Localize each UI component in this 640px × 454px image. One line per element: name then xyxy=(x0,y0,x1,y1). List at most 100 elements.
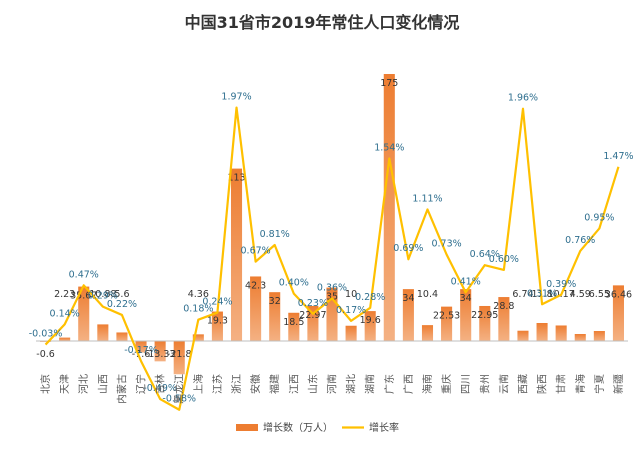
bar-data-label: 4.36 xyxy=(188,289,209,300)
bar xyxy=(364,311,376,341)
rate-data-label: 0.41% xyxy=(451,276,481,287)
bar-data-label: 18.5 xyxy=(283,317,304,328)
rate-data-label: 0.14% xyxy=(50,308,80,319)
rate-data-label: 0.95% xyxy=(584,212,614,223)
x-axis-tick-labels: 北京 天津 河北 山西 内蒙古 辽宁 吉林 黑龙江 上海 江苏 浙江 安徽 福建 江西 山东 河南 湖北 湖南 广东… xyxy=(39,374,625,404)
bar-data-label: -0.6 xyxy=(36,349,55,360)
bar-data-label: 5.6 xyxy=(114,289,129,300)
x-tick-label: 云南 xyxy=(497,374,510,394)
rate-data-label: 1.96% xyxy=(508,93,538,104)
rate-data-label: 0.22% xyxy=(107,299,137,310)
rate-data-label: 0.23% xyxy=(298,298,328,309)
bar xyxy=(536,323,548,341)
x-tick-label: 黑龙江 xyxy=(173,374,186,404)
x-tick-label: 浙江 xyxy=(231,374,243,394)
x-tick-label: 海南 xyxy=(421,374,434,394)
bar-data-label: 32 xyxy=(269,296,281,307)
rate-data-label: 1.54% xyxy=(374,143,404,154)
bar-data-label: 35 xyxy=(326,292,338,303)
rate-data-label: -0.03% xyxy=(29,329,63,340)
bar xyxy=(402,289,414,341)
rate-data-label: 0.28% xyxy=(355,292,385,303)
rate-data-label: 0.39% xyxy=(546,279,576,290)
rate-data-label: 0.60% xyxy=(489,254,519,265)
rate-data-label: 0.81% xyxy=(260,229,290,240)
rate-data-label: 0.18% xyxy=(183,304,213,315)
legend: 增长数（万人） 增长率 xyxy=(236,421,399,434)
bar xyxy=(116,332,128,341)
bar-data-label: 19.6 xyxy=(360,315,381,326)
chart-title: 中国31省市2019年常住人口变化情况 xyxy=(185,13,460,32)
bar-data-label: -21.8 xyxy=(167,349,192,360)
bar xyxy=(479,305,491,341)
rate-line xyxy=(44,106,620,411)
bar xyxy=(441,306,453,341)
x-tick-label: 吉林 xyxy=(154,374,167,394)
bar-data-label: 10.4 xyxy=(417,289,438,300)
bar xyxy=(460,289,472,341)
rate-data-label: -0.58% xyxy=(162,394,196,405)
rate-data-label: 0.47% xyxy=(69,269,99,280)
bar-data-label: -7.6 xyxy=(132,349,151,360)
legend-line-label: 增长率 xyxy=(369,421,399,434)
bar xyxy=(574,334,586,341)
x-tick-label: 重庆 xyxy=(440,374,453,394)
bar xyxy=(593,331,605,341)
bar xyxy=(421,325,434,341)
x-tick-label: 江西 xyxy=(288,374,300,394)
rate-data-label: 0.36% xyxy=(317,282,347,293)
bar xyxy=(326,287,338,341)
bar-data-label: 42.3 xyxy=(245,280,266,291)
bar-data-label: 113 xyxy=(227,173,245,184)
bar-data-label: 19.3 xyxy=(207,316,228,327)
rate-data-label: 0.17% xyxy=(336,305,366,316)
bar-data-label: 22.95 xyxy=(471,310,498,321)
x-tick-label: 福建 xyxy=(268,374,281,394)
rate-data-label: 0.24% xyxy=(202,297,232,308)
bar xyxy=(173,341,185,375)
bar xyxy=(230,168,243,341)
x-tick-label: 四川 xyxy=(461,374,472,394)
bar-data-label: -13.33 xyxy=(145,349,176,360)
x-tick-label: 新疆 xyxy=(612,374,625,394)
x-tick-label: 宁夏 xyxy=(593,374,606,394)
bar xyxy=(154,341,166,362)
rate-data-label: 0.76% xyxy=(565,235,595,246)
bar-data-label: 10.88 xyxy=(89,289,116,300)
bar xyxy=(307,305,319,341)
bar-data-label: 10 xyxy=(345,289,357,300)
x-tick-label: 西藏 xyxy=(517,374,529,394)
bar xyxy=(498,297,510,341)
x-tick-label: 湖北 xyxy=(346,374,358,394)
x-tick-label: 贵州 xyxy=(478,374,491,394)
bar xyxy=(192,334,204,341)
x-tick-label: 天津 xyxy=(59,374,71,394)
bar-data-label: 6.55 xyxy=(589,289,610,300)
bar xyxy=(135,341,147,353)
rate-data-label: 1.11% xyxy=(412,193,442,204)
bar xyxy=(211,311,223,341)
x-tick-label: 河北 xyxy=(78,374,90,394)
bar-series xyxy=(40,74,624,375)
bar xyxy=(59,337,71,341)
x-tick-label: 辽宁 xyxy=(135,374,148,394)
bar xyxy=(97,324,109,341)
x-tick-label: 山西 xyxy=(97,374,109,394)
x-tick-label: 上海 xyxy=(192,374,205,394)
bar-data-label: 4.59 xyxy=(570,289,591,300)
bar xyxy=(555,325,567,341)
bar-data-label: 28.8 xyxy=(493,301,514,312)
x-tick-label: 河南 xyxy=(326,374,339,394)
bar-data-label: 2.23 xyxy=(54,289,75,300)
rate-data-label: 0.69% xyxy=(393,243,423,254)
rate-data-label: -0.49% xyxy=(143,383,177,394)
x-tick-label: 山东 xyxy=(306,374,319,394)
rate-data-label: 0.73% xyxy=(431,239,461,250)
bar xyxy=(612,285,624,341)
x-tick-label: 湖南 xyxy=(364,374,377,394)
rate-data-label: -0.17% xyxy=(124,345,158,356)
bar-data-label: 175 xyxy=(380,78,398,89)
bar xyxy=(517,330,529,341)
rate-data-label: 0.67% xyxy=(241,246,271,257)
bar-data-label: 22.97 xyxy=(299,310,326,321)
